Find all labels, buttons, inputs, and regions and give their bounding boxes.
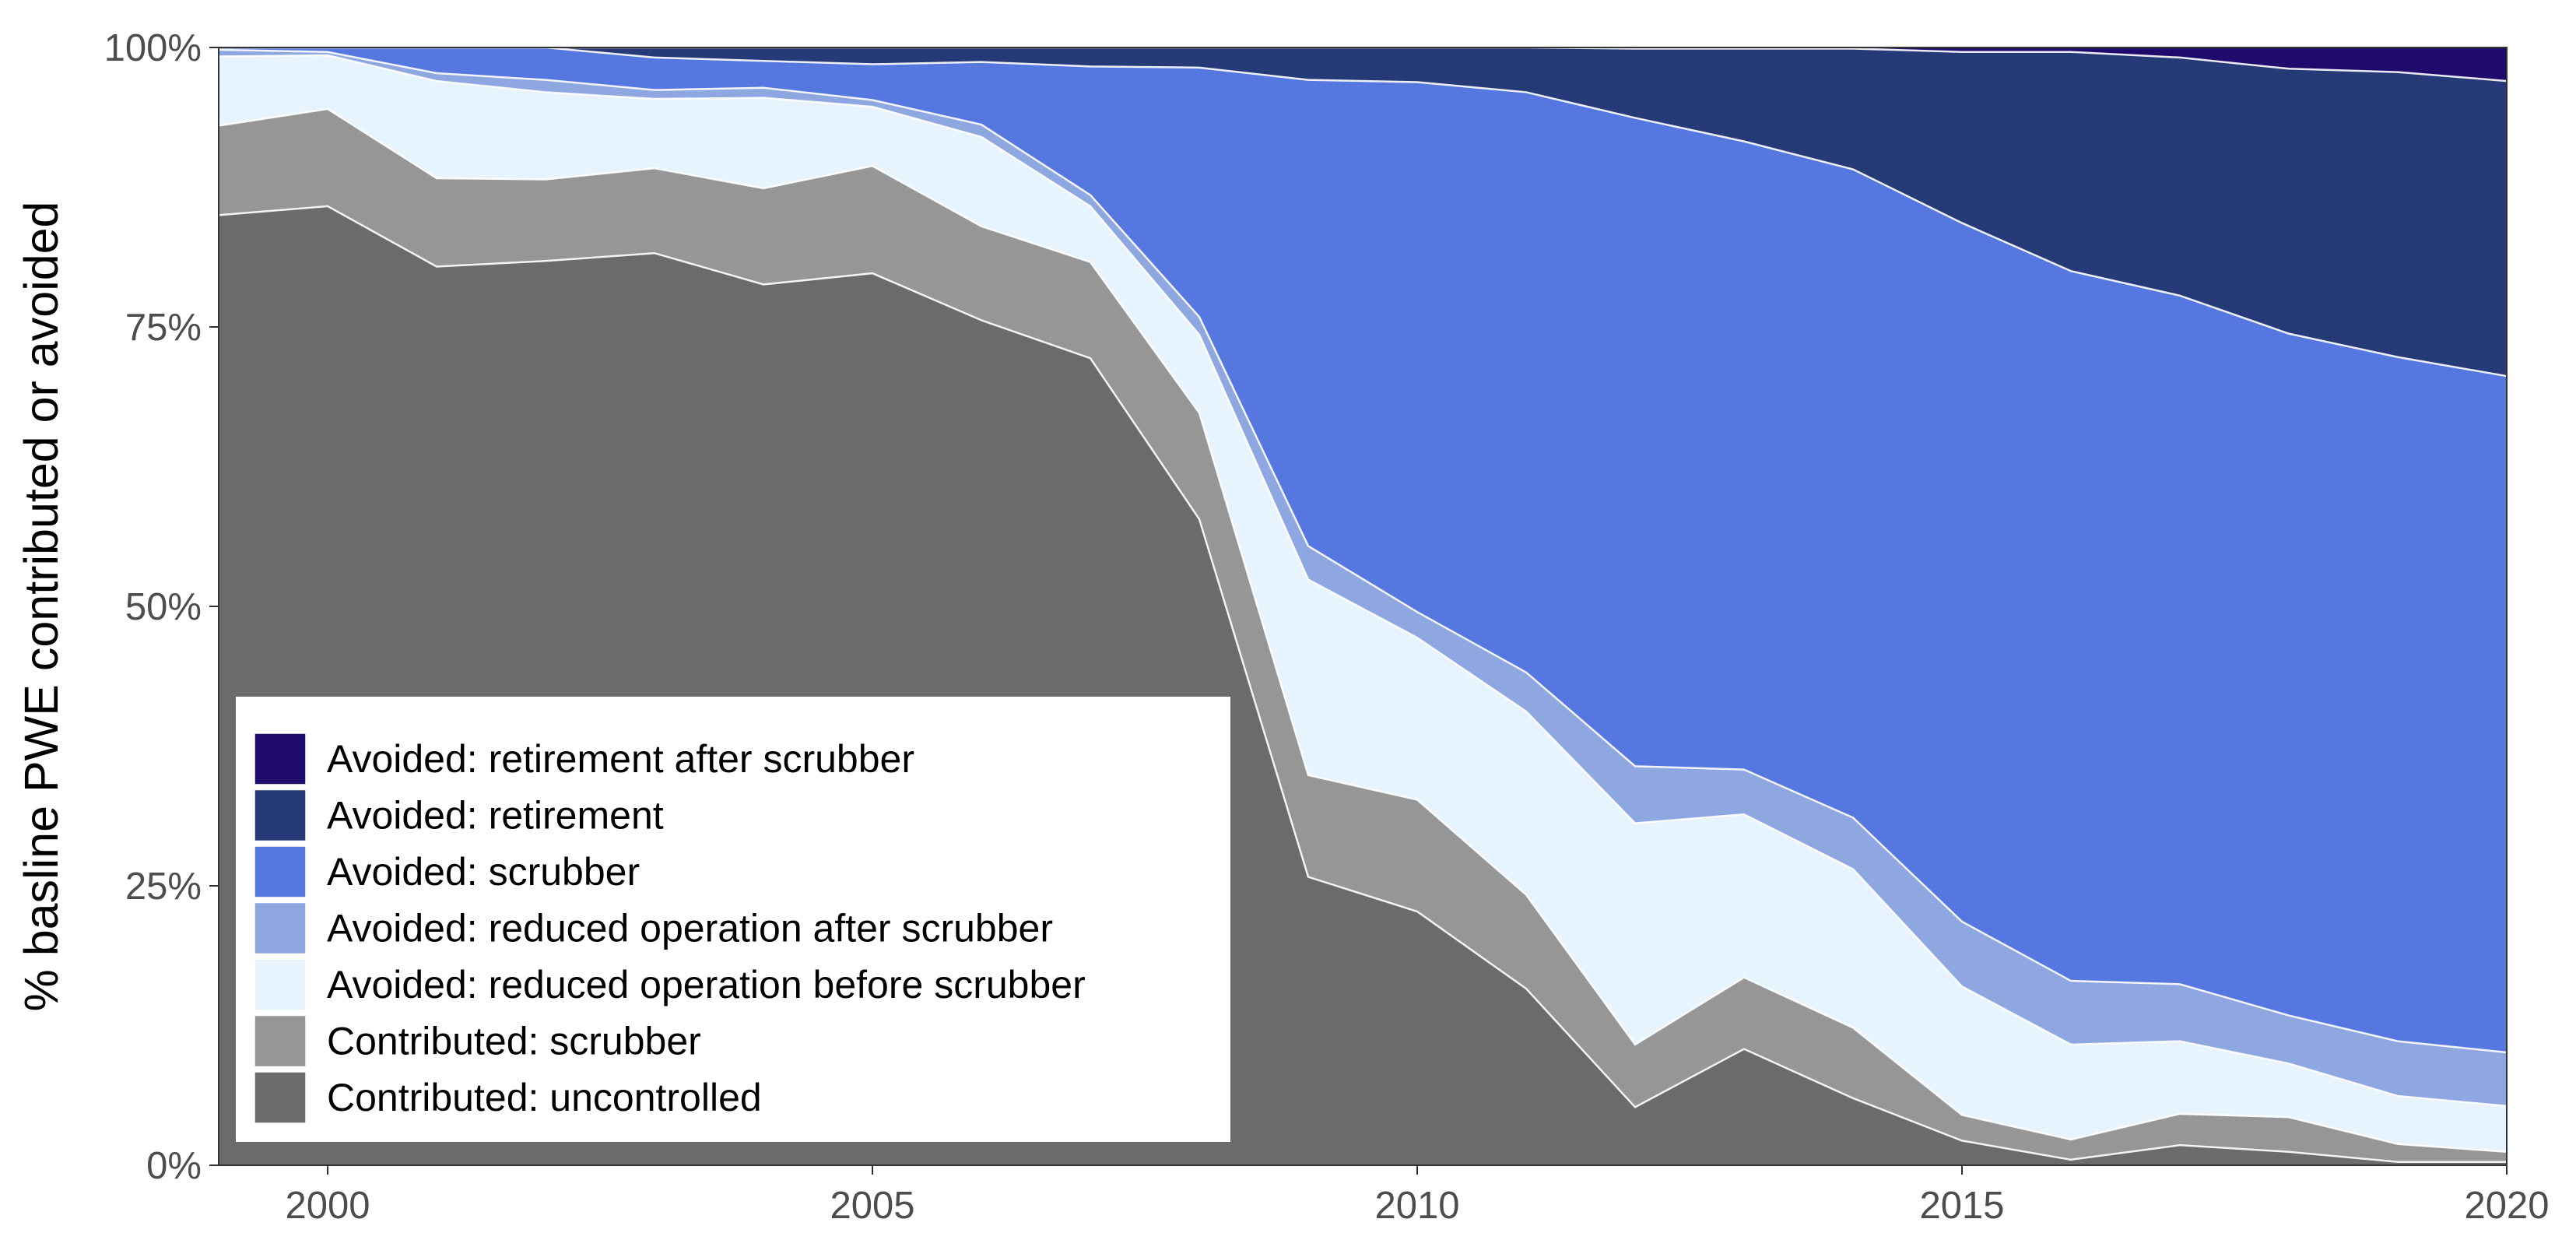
x-tick-label: 2000 bbox=[285, 1185, 370, 1227]
area-avoided-retirement bbox=[219, 47, 2507, 377]
legend-label-contributed-scrubber: Contributed: scrubber bbox=[327, 1020, 701, 1063]
y-tick-label: 50% bbox=[125, 586, 202, 628]
y-tick-label: 0% bbox=[146, 1145, 202, 1187]
legend-label-avoided-retirement: Avoided: retirement bbox=[327, 794, 664, 838]
y-tick-label: 100% bbox=[104, 27, 202, 69]
boundary-avoided-reduced-operation-after-scrubber bbox=[218, 48, 2508, 1054]
area-avoided-scrubber bbox=[219, 47, 2507, 1052]
legend-key-avoided-retirement-after-scrubber bbox=[254, 732, 307, 785]
x-tick-label: 2015 bbox=[1919, 1185, 2004, 1227]
legend-label-avoided-scrubber: Avoided: scrubber bbox=[327, 850, 640, 894]
y-axis-title: % basline PWE contributed or avoided bbox=[15, 202, 68, 1012]
area-contributed-scrubber bbox=[219, 108, 2507, 1162]
legend-key-avoided-reduced-operation-after-scrubber bbox=[254, 901, 307, 955]
legend-key-contributed-uncontrolled bbox=[254, 1071, 307, 1124]
x-tick-label: 2010 bbox=[1374, 1185, 1459, 1227]
y-axis: 0% 25% 50% 75% 100% bbox=[104, 27, 219, 1187]
x-axis: 2000 2005 2010 2015 2020 bbox=[285, 1165, 2550, 1227]
legend: Avoided: retirement after scrubber Avoide… bbox=[236, 697, 1230, 1142]
legend-label-avoided-retirement-after-scrubber: Avoided: retirement after scrubber bbox=[327, 737, 914, 781]
legend-background bbox=[236, 697, 1230, 1142]
legend-key-avoided-reduced-operation-before-scrubber bbox=[254, 958, 307, 1011]
legend-label-avoided-reduced-operation-before-scrubber: Avoided: reduced operation before scrubb… bbox=[327, 963, 1086, 1006]
boundary-avoided-reduced-operation-before-scrubber bbox=[218, 54, 2508, 1108]
legend-key-contributed-scrubber bbox=[254, 1014, 307, 1068]
y-tick-label: 75% bbox=[125, 307, 202, 349]
legend-label-avoided-reduced-operation-after-scrubber: Avoided: reduced operation after scrubbe… bbox=[327, 907, 1053, 950]
area-avoided-reduced-operation-before-scrubber bbox=[219, 55, 2507, 1152]
legend-label-contributed-uncontrolled: Contributed: uncontrolled bbox=[327, 1076, 762, 1119]
x-tick-label: 2020 bbox=[2464, 1185, 2549, 1227]
x-tick-label: 2005 bbox=[830, 1185, 914, 1227]
boundary-avoided-scrubber bbox=[219, 46, 2508, 378]
legend-key-avoided-retirement bbox=[254, 789, 307, 842]
area-avoided-retirement-after-scrubber bbox=[219, 47, 2507, 82]
y-tick-label: 25% bbox=[125, 866, 202, 908]
boundary-contributed-uncontrolled bbox=[218, 205, 2507, 1163]
legend-key-avoided-scrubber bbox=[254, 845, 307, 898]
boundary-contributed-scrubber bbox=[218, 107, 2508, 1154]
